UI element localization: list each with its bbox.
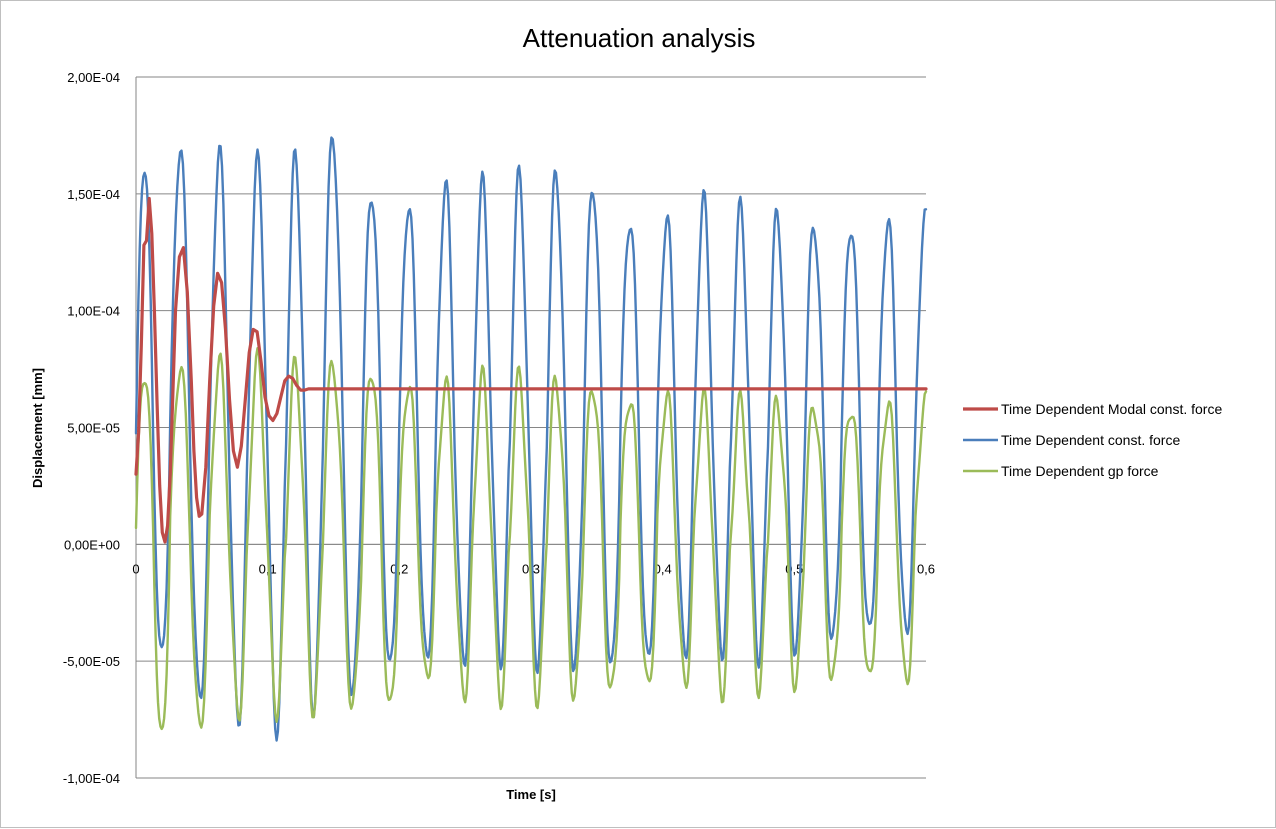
x-tick-label-6: 0,6 (917, 561, 935, 576)
y-axis-ticks: -1,00E-04 -5,00E-05 0,00E+00 5,00E-05 1,00E-… (63, 70, 120, 786)
y-axis-label: Displacement [mm] (30, 368, 45, 488)
y-tick-label-1: -5,00E-05 (63, 654, 120, 669)
legend-label-2: Time Dependent gp force (1001, 463, 1159, 479)
y-tick-label-5: 1,50E-04 (67, 187, 120, 202)
y-tick-label-4: 1,00E-04 (67, 304, 120, 319)
series-line-2 (134, 347, 928, 731)
x-axis-ticks: 0 0,1 0,2 0,3 0,4 0,5 0,6 (132, 561, 935, 576)
series-line-1 (134, 136, 928, 742)
x-axis-label: Time [s] (506, 787, 556, 802)
x-tick-label-4: 0,4 (654, 561, 672, 576)
legend-label-0: Time Dependent Modal const. force (1001, 401, 1222, 417)
y-tick-label-3: 5,00E-05 (67, 421, 120, 436)
series-lines (134, 136, 928, 742)
y-tick-label-0: -1,00E-04 (63, 771, 120, 786)
y-tick-label-2: 0,00E+00 (64, 537, 120, 552)
chart-title: Attenuation analysis (523, 23, 756, 53)
legend-label-1: Time Dependent const. force (1001, 432, 1180, 448)
legend: Time Dependent Modal const. force Time De… (963, 401, 1222, 479)
series-line-0 (134, 196, 928, 544)
x-tick-label-0: 0 (132, 561, 139, 576)
y-tick-label-6: 2,00E-04 (67, 70, 120, 85)
